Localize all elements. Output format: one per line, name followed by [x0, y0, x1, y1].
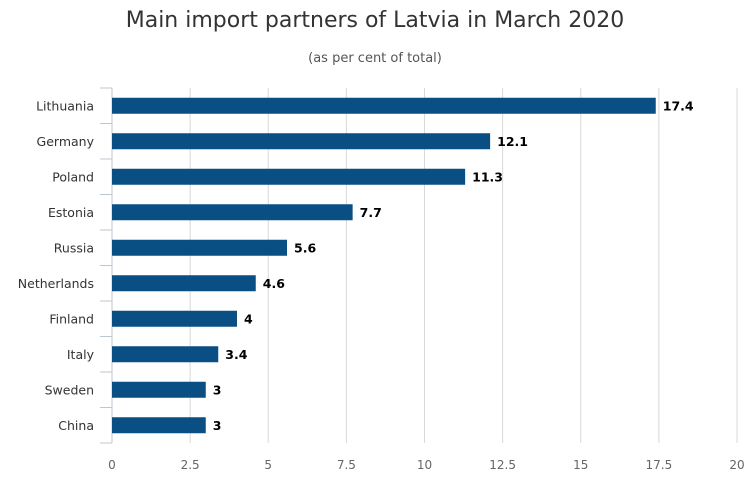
data-label: 3.4 [225, 347, 247, 362]
category-label: Poland [52, 169, 94, 184]
bars [112, 97, 656, 434]
bar-germany [112, 133, 491, 150]
data-label: 7.7 [360, 205, 382, 220]
chart-subtitle: (as per cent of total) [308, 51, 442, 66]
category-label: Estonia [48, 205, 94, 220]
data-label: 3 [213, 418, 222, 433]
x-tick-label: 17.5 [646, 458, 673, 472]
data-label: 3 [213, 382, 222, 397]
bar-estonia [112, 204, 353, 221]
category-label: Russia [54, 240, 94, 255]
x-tick-label: 2.5 [181, 458, 200, 472]
data-label: 5.6 [294, 240, 316, 255]
bar-poland [112, 168, 466, 185]
category-label: Germany [37, 134, 95, 149]
x-tick-label: 0 [108, 458, 116, 472]
data-label: 4 [244, 311, 253, 326]
x-tick-label: 15 [573, 458, 588, 472]
x-tick-label: 10 [417, 458, 432, 472]
x-tick-label: 12.5 [489, 458, 516, 472]
bar-china [112, 417, 206, 434]
category-label: Finland [49, 311, 94, 326]
x-tick-label: 7.5 [337, 458, 356, 472]
x-tick-label: 20 [729, 458, 744, 472]
bar-sweden [112, 381, 206, 398]
labels: 0 2.5 5 7.5 10 12.5 15 17.5 20 Lithuania 17.4 Germa… [18, 98, 745, 472]
x-tick-label: 5 [264, 458, 272, 472]
bar-italy [112, 346, 219, 363]
chart-title: Main import partners of Latvia in March … [125, 8, 625, 33]
data-label: 12.1 [497, 134, 528, 149]
bar-russia [112, 239, 287, 256]
data-label: 4.6 [263, 276, 285, 291]
category-label: China [58, 418, 94, 433]
category-axis [100, 87, 113, 444]
bar-lithuania [112, 97, 656, 114]
category-label: Netherlands [18, 276, 94, 291]
category-label: Lithuania [36, 98, 94, 113]
bar-netherlands [112, 275, 256, 292]
category-label: Sweden [45, 382, 94, 397]
data-label: 11.3 [472, 169, 503, 184]
bar-finland [112, 310, 237, 327]
category-label: Italy [67, 347, 95, 362]
data-label: 17.4 [663, 98, 694, 113]
